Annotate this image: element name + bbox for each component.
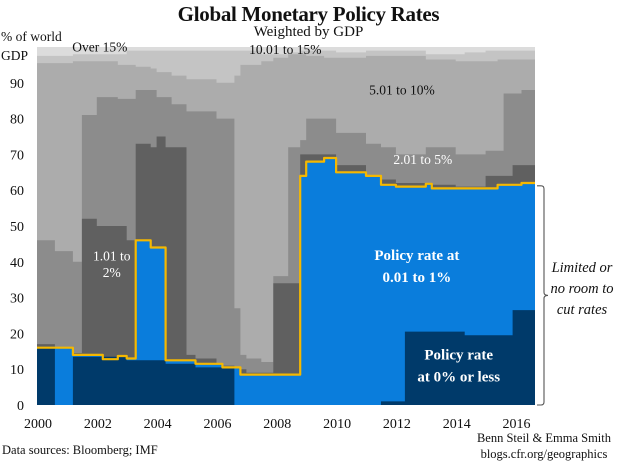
bracket-group <box>537 185 549 406</box>
bracket <box>537 185 549 406</box>
band-label: 2.01 to 5% <box>393 152 452 167</box>
axes: 0 10 20 30 40 50 60 70 80 90 2000 2002 2004 2006 2008 2… <box>10 77 531 432</box>
band-label: 0.01 to 1% <box>382 270 451 286</box>
credit-authors: Benn Steil & Emma Smith <box>476 431 611 445</box>
stacked-areas <box>37 47 535 405</box>
band-label: 5.01 to 10% <box>369 82 435 97</box>
y-axis-label-line2: GDP <box>1 48 29 63</box>
y-axis-label: % of world GDP <box>1 27 62 65</box>
y-tick-label: 80 <box>10 113 24 128</box>
band-label: 2% <box>103 265 121 280</box>
credit-url[interactable]: blogs.cfr.org/geographics <box>480 447 608 461</box>
x-tick-label: 2008 <box>263 417 291 432</box>
bracket-label-line: cut rates <box>556 302 608 318</box>
y-tick-label: 20 <box>10 327 24 342</box>
chart-subtitle: Weighted by GDP <box>253 24 364 40</box>
bracket-label-line: Limited or <box>551 260 613 276</box>
y-tick-label: 30 <box>10 292 24 307</box>
highlight-line <box>37 156 535 376</box>
bracket-annotation: Limited or no room to cut rates <box>548 258 616 321</box>
area-policy-rate-at-0-or-less <box>37 310 535 405</box>
credit: Benn Steil & Emma Smith blogs.cfr.org/ge… <box>477 430 611 462</box>
band-label: Policy rate <box>424 348 493 364</box>
x-tick-label: 2016 <box>503 417 531 432</box>
x-tick-label: 2010 <box>323 417 351 432</box>
band-label: Over 15% <box>72 39 127 54</box>
y-tick-label: 90 <box>10 77 24 92</box>
y-tick-label: 70 <box>10 148 24 163</box>
x-tick-label: 2012 <box>383 417 411 432</box>
band-label: at 0% or less <box>417 369 500 385</box>
band-labels: Over 15% 10.01 to 15% 5.01 to 10% 2.01 to 5… <box>72 39 500 385</box>
highlight-line-group <box>37 156 535 376</box>
x-tick-label: 2002 <box>84 417 112 432</box>
band-label: 10.01 to 15% <box>249 42 321 57</box>
band-label: Policy rate at <box>374 248 459 264</box>
y-tick-label: 0 <box>17 399 24 414</box>
chart-title: Global Monetary Policy Rates <box>177 2 440 26</box>
y-axis-label-line1: % of world <box>1 29 62 44</box>
x-tick-label: 2014 <box>443 417 471 432</box>
x-tick-label: 2000 <box>24 417 52 432</box>
y-tick-label: 40 <box>10 256 24 271</box>
x-tick-label: 2006 <box>203 417 231 432</box>
y-tick-label: 50 <box>10 220 24 235</box>
data-sources: Data sources: Bloomberg; IMF <box>2 443 158 457</box>
y-tick-label: 60 <box>10 184 24 199</box>
bracket-label-line: no room to <box>550 281 614 297</box>
y-tick-label: 10 <box>10 363 24 378</box>
x-tick-label: 2004 <box>144 417 172 432</box>
band-label: 1.01 to <box>93 249 131 264</box>
